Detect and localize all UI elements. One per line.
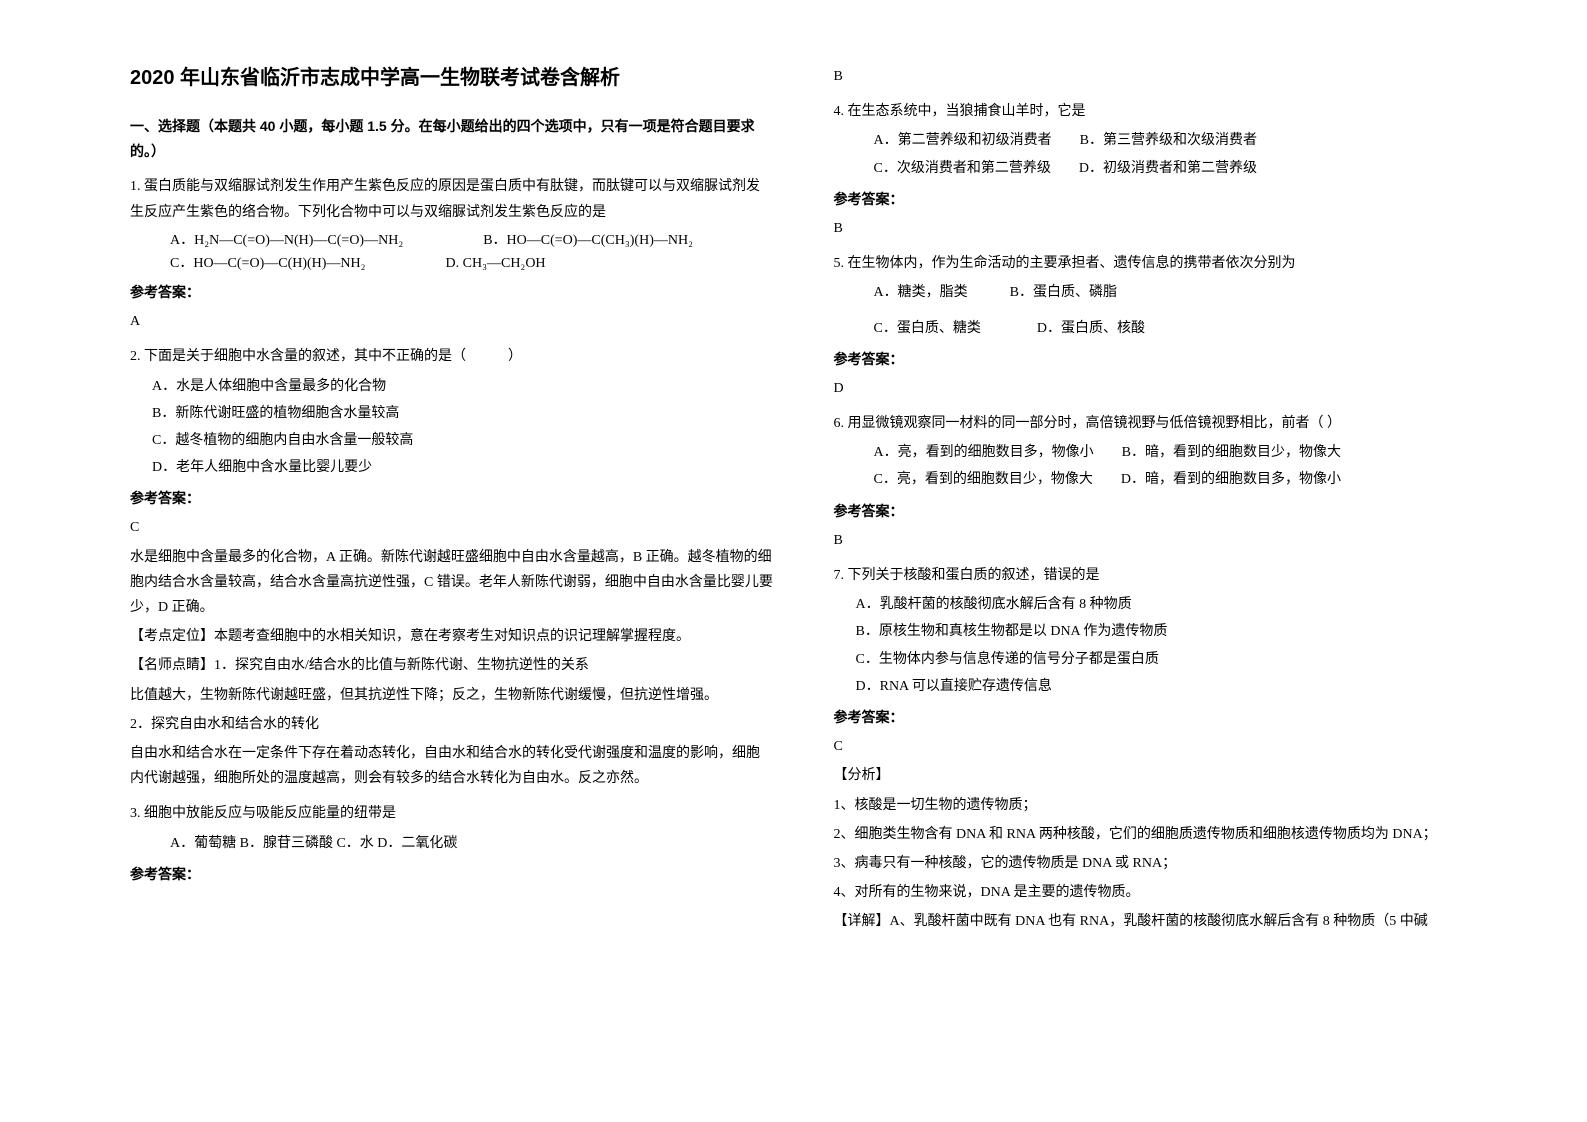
q4-opt-b: B．第三营养级和次级消费者 [1080, 133, 1257, 148]
q5-opt-b: B．蛋白质、磷脂 [1010, 285, 1117, 300]
q7-explain-5: 【详解】A、乳酸杆菌中既有 DNA 也有 RNA，乳酸杆菌的核酸彻底水解后含有 … [834, 909, 1478, 934]
q5-answer: D [834, 376, 1478, 401]
q7-explain-2: 2、细胞类生物含有 DNA 和 RNA 两种核酸，它们的细胞质遗传物质和细胞核遗… [834, 822, 1478, 847]
q1-opt-a: A．H₂N—C(=O)—N(H)—C(=O)—NH₂ [170, 231, 403, 251]
q3-answer: B [834, 64, 1478, 89]
q6-opt-d: D．暗，看到的细胞数目多，物像小 [1121, 472, 1341, 487]
q1-opt-d: D. CH₃—CH₂OH [446, 254, 546, 274]
q5-row2: C．蛋白质、糖类 D．蛋白质、核酸 [874, 316, 1478, 341]
q7-stem: 7. 下列关于核酸和蛋白质的叙述，错误的是 [834, 563, 1478, 588]
q6-opt-a: A．亮，看到的细胞数目多，物像小 [874, 445, 1094, 460]
q4-row1: A．第二营养级和初级消费者 B．第三营养级和次级消费者 [874, 128, 1478, 153]
q7-opt-b: B．原核生物和真核生物都是以 DNA 作为遗传物质 [856, 619, 1478, 644]
q2-explain-4: 比值越大，生物新陈代谢越旺盛，但其抗逆性下降；反之，生物新陈代谢缓慢，但抗逆性增… [130, 683, 774, 708]
q7-answer-label: 参考答案： [834, 705, 1478, 730]
q2-explain-1: 水是细胞中含量最多的化合物，A 正确。新陈代谢越旺盛细胞中自由水含量越高，B 正… [130, 545, 774, 621]
q4-row2: C．次级消费者和第二营养级 D．初级消费者和第二营养级 [874, 156, 1478, 181]
q1-opt-b: B．HO—C(=O)—C(CH₃)(H)—NH₂ [483, 231, 693, 251]
q7-opt-d: D．RNA 可以直接贮存遗传信息 [856, 674, 1478, 699]
q5-stem: 5. 在生物体内，作为生命活动的主要承担者、遗传信息的携带者依次分别为 [834, 251, 1478, 276]
q3-opts: A．葡萄糖 B．腺苷三磷酸 C．水 D．二氧化碳 [170, 831, 774, 856]
q7-explain-1: 1、核酸是一切生物的遗传物质； [834, 793, 1478, 818]
q1-opt-c: C．HO—C(=O)—C(H)(H)—NH₂ [170, 254, 366, 274]
q3-answer-label: 参考答案： [130, 862, 774, 887]
section-1-header: 一、选择题（本题共 40 小题，每小题 1.5 分。在每小题给出的四个选项中，只… [130, 114, 774, 164]
q1-answer: A [130, 309, 774, 334]
q2-explain-6: 自由水和结合水在一定条件下存在着动态转化，自由水和结合水的转化受代谢强度和温度的… [130, 741, 774, 791]
q4-answer-label: 参考答案： [834, 187, 1478, 212]
q7-explain-3: 3、病毒只有一种核酸，它的遗传物质是 DNA 或 RNA； [834, 851, 1478, 876]
q2-explain-3: 【名师点睛】1．探究自由水/结合水的比值与新陈代谢、生物抗逆性的关系 [130, 653, 774, 678]
q3-stem: 3. 细胞中放能反应与吸能反应能量的纽带是 [130, 801, 774, 826]
q5-opt-d: D．蛋白质、核酸 [1037, 321, 1145, 336]
q7-explain-4: 4、对所有的生物来说，DNA 是主要的遗传物质。 [834, 880, 1478, 905]
q1-choices-diagram: A．H₂N—C(=O)—N(H)—C(=O)—NH₂ B．HO—C(=O)—C(… [170, 231, 774, 274]
q6-stem: 6. 用显微镜观察同一材料的同一部分时，高倍镜视野与低倍镜视野相比，前者（ ） [834, 411, 1478, 436]
q6-opt-b: B．暗，看到的细胞数目少，物像大 [1122, 445, 1341, 460]
q2-opt-d: D．老年人细胞中含水量比婴儿要少 [152, 455, 774, 480]
q6-answer-label: 参考答案： [834, 499, 1478, 524]
q5-opt-c: C．蛋白质、糖类 [874, 321, 981, 336]
q1-answer-label: 参考答案： [130, 280, 774, 305]
q6-row2: C．亮，看到的细胞数目少，物像大 D．暗，看到的细胞数目多，物像小 [874, 467, 1478, 492]
q4-opt-d: D．初级消费者和第二营养级 [1079, 161, 1257, 176]
q7-opt-c: C．生物体内参与信息传递的信号分子都是蛋白质 [856, 647, 1478, 672]
q4-opt-a: A．第二营养级和初级消费者 [874, 133, 1052, 148]
right-column: B 4. 在生态系统中，当狼捕食山羊时，它是 A．第二营养级和初级消费者 B．第… [804, 60, 1508, 1082]
q4-stem: 4. 在生态系统中，当狼捕食山羊时，它是 [834, 99, 1478, 124]
q2-explain-2: 【考点定位】本题考查细胞中的水相关知识，意在考察考生对知识点的识记理解掌握程度。 [130, 624, 774, 649]
q6-answer: B [834, 528, 1478, 553]
q5-opt-a: A．糖类，脂类 [874, 285, 968, 300]
q7-opt-a: A．乳酸杆菌的核酸彻底水解后含有 8 种物质 [856, 592, 1478, 617]
q4-answer: B [834, 216, 1478, 241]
q2-opt-c: C．越冬植物的细胞内自由水含量一般较高 [152, 428, 774, 453]
q6-row1: A．亮，看到的细胞数目多，物像小 B．暗，看到的细胞数目少，物像大 [874, 440, 1478, 465]
q7-analysis-head: 【分析】 [834, 763, 1478, 788]
q5-row1: A．糖类，脂类 B．蛋白质、磷脂 [874, 280, 1478, 305]
left-column: 2020 年山东省临沂市志成中学高一生物联考试卷含解析 一、选择题（本题共 40… [100, 60, 804, 1082]
q1-stem: 1. 蛋白质能与双缩脲试剂发生作用产生紫色反应的原因是蛋白质中有肽键，而肽键可以… [130, 174, 774, 224]
q2-explain-5: 2．探究自由水和结合水的转化 [130, 712, 774, 737]
q4-opt-c: C．次级消费者和第二营养级 [874, 161, 1051, 176]
q5-answer-label: 参考答案： [834, 347, 1478, 372]
q2-stem: 2. 下面是关于细胞中水含量的叙述，其中不正确的是（ ） [130, 344, 774, 369]
q2-answer: C [130, 515, 774, 540]
q2-opt-b: B．新陈代谢旺盛的植物细胞含水量较高 [152, 401, 774, 426]
q2-opt-a: A．水是人体细胞中含量最多的化合物 [152, 374, 774, 399]
q7-answer: C [834, 734, 1478, 759]
q6-opt-c: C．亮，看到的细胞数目少，物像大 [874, 472, 1093, 487]
q2-answer-label: 参考答案： [130, 486, 774, 511]
exam-title: 2020 年山东省临沂市志成中学高一生物联考试卷含解析 [130, 60, 774, 96]
